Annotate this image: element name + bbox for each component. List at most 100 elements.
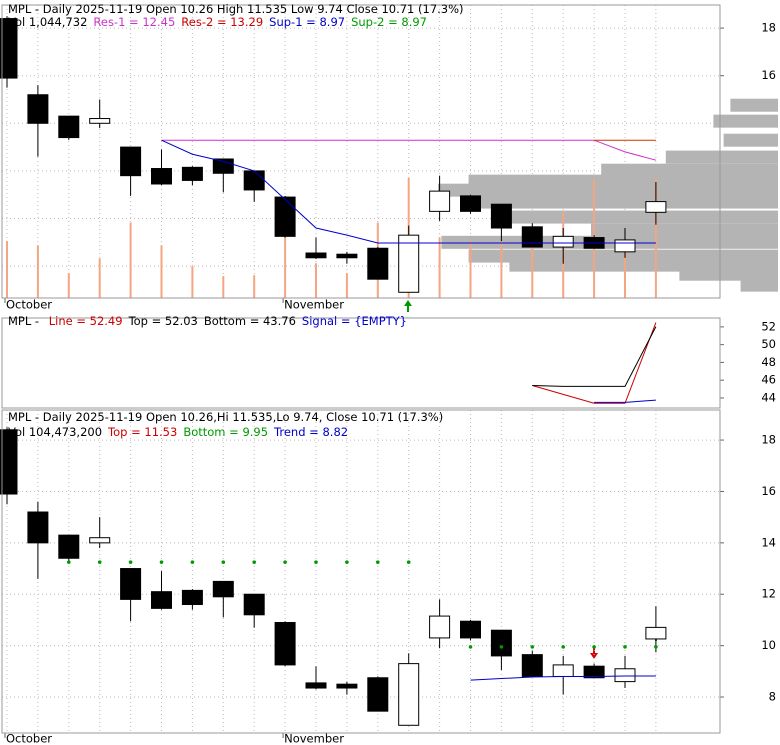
header-line: Vol 1,044,732 Res-1 = 12.45 Res-2 = 13.29 S… xyxy=(8,15,427,29)
indicator-dot xyxy=(159,560,164,564)
candle-body xyxy=(58,115,80,139)
y-tick-label: 44 xyxy=(761,390,776,404)
header-text: Vol 104,473,200 xyxy=(8,425,102,439)
volume-profile-bar xyxy=(665,150,778,164)
volume-profile-bar xyxy=(591,223,778,237)
x-tick-label: October xyxy=(6,298,52,312)
volume-profile-bar xyxy=(438,183,778,197)
volume-bar xyxy=(531,226,534,298)
y-tick-label: 18 xyxy=(761,21,776,35)
volume-profile-bar xyxy=(679,267,778,281)
y-tick-label: 10 xyxy=(761,638,776,652)
candle-body xyxy=(398,234,420,293)
volume-bar xyxy=(345,273,348,298)
x-tick-label: November xyxy=(284,298,344,312)
candle-body xyxy=(27,94,49,124)
candle-body xyxy=(336,683,358,689)
volume-bar xyxy=(284,236,287,298)
y-tick-label: 12 xyxy=(761,587,776,601)
volume-bar xyxy=(160,245,163,298)
candle-body xyxy=(645,626,667,640)
indicator-dot xyxy=(252,560,256,564)
volume-profile-bar xyxy=(601,163,778,177)
volume-bar xyxy=(315,263,317,298)
y-tick-label: 16 xyxy=(761,68,776,82)
indicator-dot xyxy=(128,560,133,564)
volume-bar xyxy=(98,258,101,298)
candle-body xyxy=(89,118,111,124)
header-text: Bottom = 9.95 xyxy=(183,425,268,439)
volume-profile-bar xyxy=(713,114,778,128)
y-tick-label: 18 xyxy=(761,433,776,447)
candle-body xyxy=(367,677,389,712)
indicator-dot xyxy=(530,645,535,649)
candle-body xyxy=(336,253,358,259)
signal-arrows xyxy=(404,300,660,659)
header-text: Sup-2 = 8.97 xyxy=(351,15,427,29)
volume-bar xyxy=(67,273,70,298)
candle-body xyxy=(645,201,667,213)
indicator-dot xyxy=(283,560,287,564)
header-line: MPL - Line = 52.49 Top = 52.03 Bottom = 43… xyxy=(8,314,407,328)
header-text: Sup-1 = 8.97 xyxy=(269,15,345,29)
indicator-dot xyxy=(376,560,380,564)
header-text: MPL - Daily 2025-11-19 Open 10.26 High 1… xyxy=(8,2,464,16)
candle-body xyxy=(398,663,420,726)
panel: 44 46 48 50 52 MPL - Line = 52.49 Top = 52.03 B… xyxy=(1,314,776,409)
candle-body xyxy=(460,195,481,212)
candle-body xyxy=(521,654,543,677)
candle-body xyxy=(305,252,327,259)
indicator-dot xyxy=(406,560,411,564)
volume-bar xyxy=(500,243,503,298)
header-text: Line = 52.49 xyxy=(49,314,123,328)
y-tick-label: 50 xyxy=(761,337,776,351)
candle-body xyxy=(552,235,574,248)
volume-bar xyxy=(624,240,626,298)
indicator-dot xyxy=(221,560,226,564)
y-tick-label: 46 xyxy=(761,373,776,387)
candle-body xyxy=(490,629,512,657)
indicator-dot xyxy=(97,560,102,564)
header-text: Top = 11.53 xyxy=(107,425,177,439)
volume-bar xyxy=(438,237,441,298)
candle-body xyxy=(0,18,18,79)
indicator-dot xyxy=(67,560,71,564)
candle-body xyxy=(429,615,451,639)
indicator-line xyxy=(532,326,657,387)
candle-body xyxy=(151,591,172,609)
candle-body xyxy=(614,239,636,253)
indicator-line xyxy=(161,139,657,161)
candle-body xyxy=(58,534,80,559)
candle-body xyxy=(305,682,327,689)
volume-bar xyxy=(253,275,256,298)
candle-body xyxy=(367,247,389,280)
volume-bar xyxy=(654,178,657,298)
volume-profile-bar xyxy=(468,195,778,209)
y-tick-label: 14 xyxy=(761,535,776,549)
indicator-dot xyxy=(499,645,504,649)
x-tick-label: November xyxy=(284,732,344,745)
indicator-dot xyxy=(468,645,473,649)
volume-bar xyxy=(6,241,8,298)
y-tick-label: 52 xyxy=(761,319,776,333)
indicator-dot xyxy=(345,560,349,564)
volume-profile-bar xyxy=(499,210,778,224)
candle-body xyxy=(151,168,172,185)
candle-body xyxy=(274,622,296,666)
panel-frame xyxy=(1,409,721,734)
panel-frame xyxy=(1,317,721,409)
header-text: Bottom = 43.76 xyxy=(204,314,296,328)
header-text: MPL - Daily 2025-11-19 Open 10.26,Hi 11.… xyxy=(8,410,443,424)
indicator-line xyxy=(532,322,657,404)
candle-body xyxy=(552,664,574,677)
candle-body xyxy=(243,593,265,616)
volume-bar xyxy=(129,222,132,298)
candle-body xyxy=(181,589,203,606)
candle-body xyxy=(181,166,203,181)
indicator-dot xyxy=(190,560,195,564)
indicator-dot xyxy=(654,645,658,649)
indicator-dot xyxy=(592,645,596,649)
volume-bar xyxy=(469,242,472,298)
